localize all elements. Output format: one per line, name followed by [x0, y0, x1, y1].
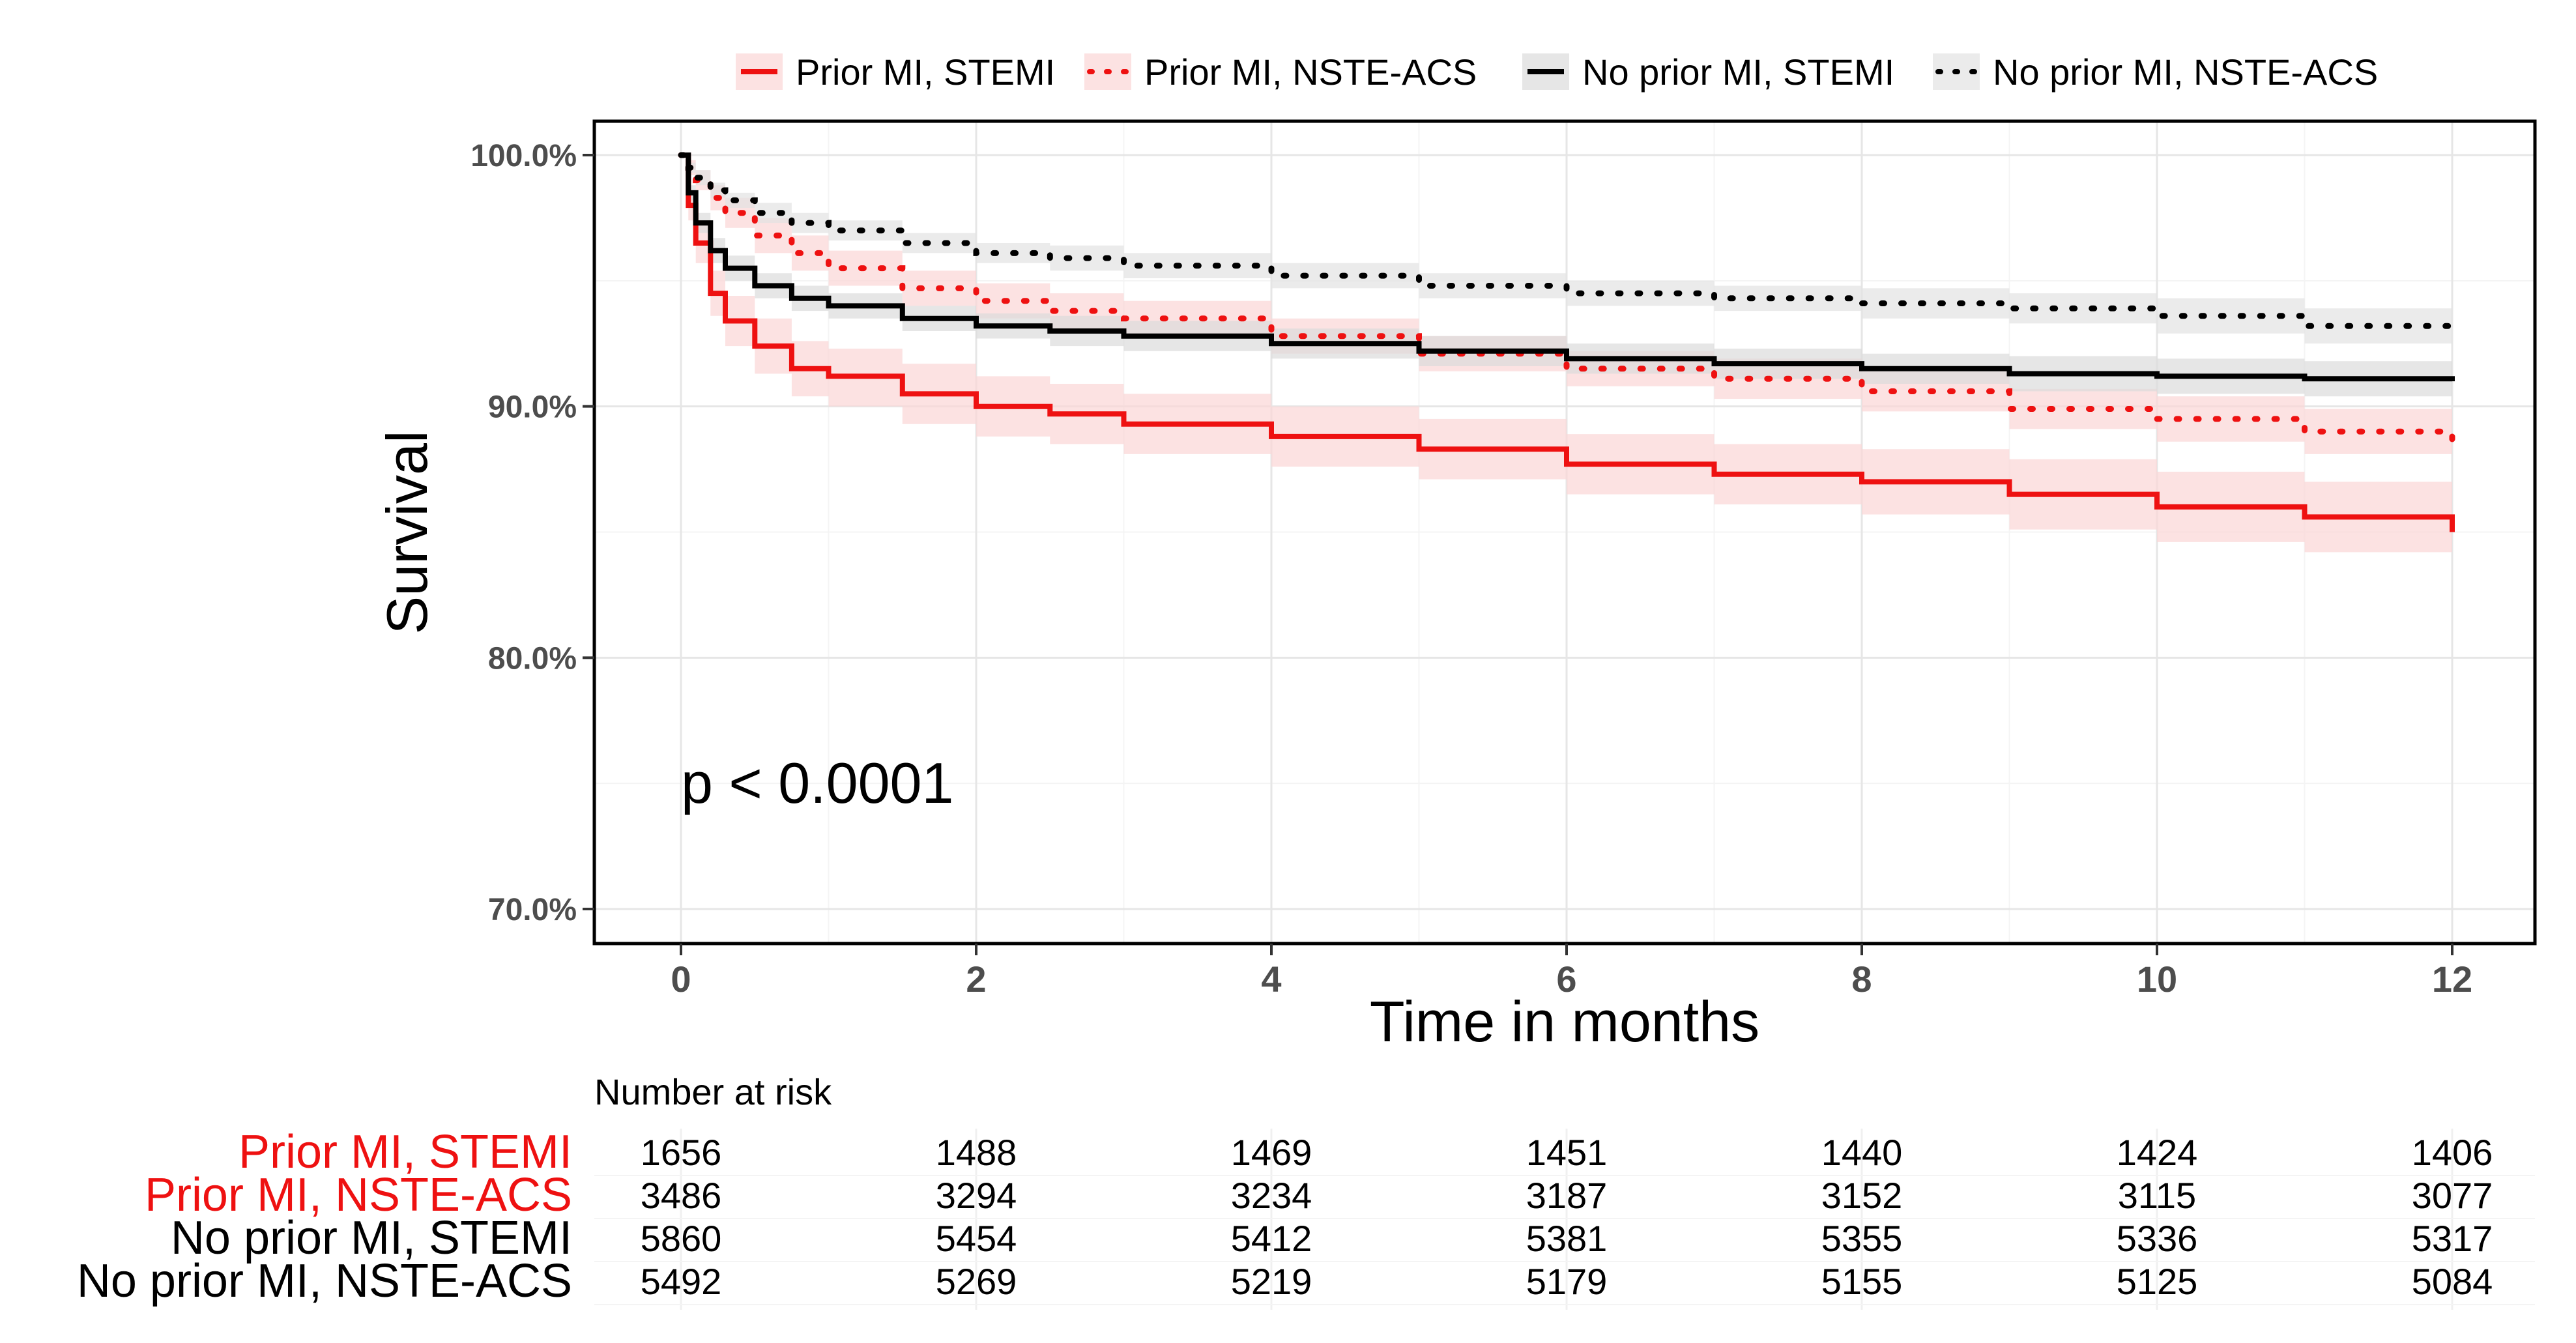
risk-row-label-prior-mi-nste-acs: Prior MI, NSTE-ACS [145, 1169, 572, 1221]
y-tick-label: 80.0% [488, 641, 577, 676]
risk-table-title: Number at risk [594, 1071, 832, 1112]
axes: 0 2 4 6 8 10 12 70.0% 80.0% 90.0% 100.0% [470, 139, 2472, 1000]
curve-no-prior-mi-stemi [681, 152, 2455, 382]
risk-row-label-prior-mi-stemi: Prior MI, STEMI [239, 1126, 572, 1178]
risk-value: 1424 [2117, 1132, 2198, 1173]
x-tick-label: 8 [1851, 959, 1872, 1000]
risk-value: 5084 [2412, 1261, 2493, 1302]
band-no-prior-mi-stemi [681, 155, 2452, 401]
x-tick-label: 6 [1556, 959, 1576, 1000]
risk-value: 5269 [936, 1261, 1017, 1302]
legend: Prior MI, STEMI Prior MI, NSTE-ACS No prio… [736, 51, 2378, 93]
risk-value: 5125 [2117, 1261, 2198, 1302]
x-tick-label: 4 [1261, 959, 1281, 1000]
risk-value: 3187 [1526, 1175, 1608, 1216]
legend-label-no-prior-mi-nste-acs: No prior MI, NSTE-ACS [1993, 51, 2378, 93]
risk-value: 3115 [2118, 1175, 2196, 1216]
legend-label-prior-mi-stemi: Prior MI, STEMI [796, 51, 1055, 93]
risk-value: 5179 [1526, 1261, 1608, 1302]
risk-value: 1469 [1231, 1132, 1312, 1173]
y-tick-label: 100.0% [470, 139, 577, 173]
risk-value: 5860 [641, 1218, 722, 1259]
risk-value: 3077 [2412, 1175, 2493, 1216]
risk-value: 3486 [641, 1175, 722, 1216]
risk-value: 1440 [1821, 1132, 1903, 1173]
risk-value: 5155 [1821, 1261, 1903, 1302]
risk-value: 5317 [2412, 1218, 2493, 1259]
x-tick-label: 10 [2137, 959, 2177, 1000]
p-value-annotation: p < 0.0001 [681, 751, 953, 815]
survival-curves [678, 152, 2455, 532]
risk-value: 3152 [1821, 1175, 1903, 1216]
curve-prior-mi-nste-acs [678, 152, 2455, 452]
risk-row-label-no-prior-mi-nste-acs: No prior MI, NSTE-ACS [77, 1255, 572, 1307]
risk-value: 5412 [1231, 1218, 1312, 1259]
risk-value: 5336 [2117, 1218, 2198, 1259]
risk-value: 5381 [1526, 1218, 1608, 1259]
x-tick-label: 2 [966, 959, 986, 1000]
risk-value: 1488 [936, 1132, 1017, 1173]
curve-no-prior-mi-nste-acs [678, 152, 2455, 341]
band-prior-mi-stemi [681, 155, 2452, 573]
risk-value: 5492 [641, 1261, 722, 1302]
risk-value: 3234 [1231, 1175, 1312, 1216]
risk-value: 3294 [936, 1175, 1017, 1216]
y-tick-label: 70.0% [488, 893, 577, 927]
y-tick-label: 90.0% [488, 390, 577, 425]
risk-value: 5454 [936, 1218, 1017, 1259]
plot-border [592, 119, 2537, 946]
x-tick-label: 12 [2432, 959, 2472, 1000]
x-axis-title: Time in months [1370, 989, 1759, 1054]
legend-label-no-prior-mi-stemi: No prior MI, STEMI [1582, 51, 1894, 93]
risk-row-label-no-prior-mi-stemi: No prior MI, STEMI [171, 1212, 572, 1264]
curve-prior-mi-stemi [681, 152, 2455, 532]
x-tick-label: 0 [671, 959, 691, 1000]
legend-label-prior-mi-nste-acs: Prior MI, NSTE-ACS [1144, 51, 1477, 93]
band-no-prior-mi-nste-acs [681, 155, 2452, 356]
risk-value: 1656 [641, 1132, 722, 1173]
risk-value: 1406 [2412, 1132, 2493, 1173]
risk-value: 1451 [1526, 1132, 1608, 1173]
risk-table: Prior MI, STEMI 1656 1488 1469 1451 1440 1424 1… [77, 1126, 2535, 1310]
risk-value: 5219 [1231, 1261, 1312, 1302]
risk-value: 5355 [1821, 1218, 1903, 1259]
y-axis-title: Survival [375, 431, 439, 635]
